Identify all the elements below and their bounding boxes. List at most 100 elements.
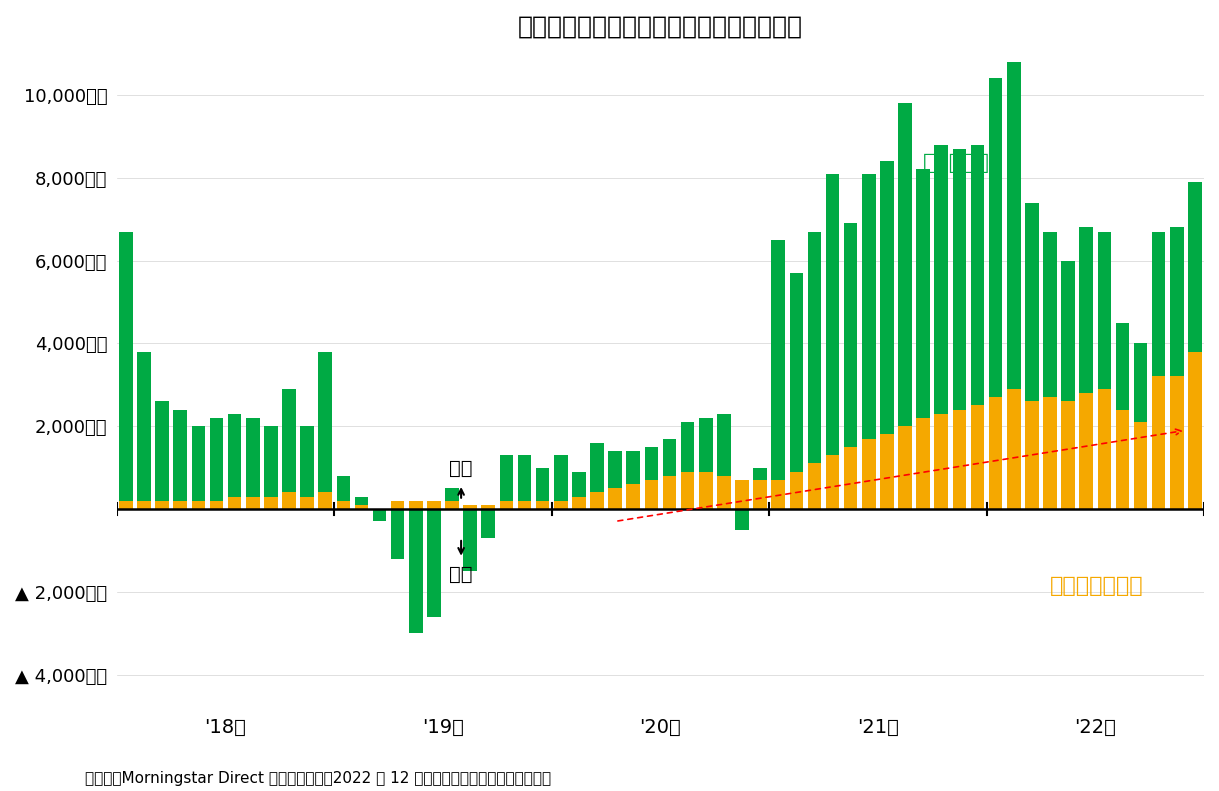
Bar: [119, 232, 133, 501]
Bar: [627, 484, 640, 509]
Bar: [1134, 343, 1147, 422]
Bar: [1189, 352, 1202, 509]
Bar: [300, 426, 315, 497]
Bar: [482, 505, 495, 509]
Bar: [898, 103, 912, 426]
Bar: [645, 480, 658, 509]
Bar: [717, 414, 730, 476]
Bar: [590, 493, 603, 509]
Bar: [373, 509, 386, 521]
Bar: [917, 418, 930, 509]
Bar: [590, 443, 603, 493]
Bar: [680, 471, 695, 509]
Bar: [862, 173, 875, 438]
Bar: [1080, 393, 1093, 509]
Bar: [173, 501, 187, 509]
Bar: [753, 467, 767, 480]
Bar: [191, 426, 205, 501]
Bar: [1189, 182, 1202, 352]
Bar: [572, 497, 585, 509]
Bar: [173, 410, 187, 501]
Bar: [482, 509, 495, 538]
Bar: [553, 455, 568, 501]
Bar: [970, 406, 984, 509]
Bar: [427, 501, 441, 509]
Bar: [1080, 227, 1093, 393]
Bar: [265, 426, 278, 497]
Bar: [1007, 389, 1020, 509]
Bar: [191, 501, 205, 509]
Bar: [1043, 232, 1057, 397]
Bar: [1062, 401, 1075, 509]
Bar: [935, 414, 948, 509]
Bar: [989, 397, 1002, 509]
Bar: [698, 418, 713, 471]
Bar: [336, 476, 350, 501]
Bar: [772, 480, 785, 509]
Bar: [1152, 377, 1165, 509]
Bar: [862, 438, 875, 509]
Bar: [952, 149, 967, 410]
Bar: [282, 389, 296, 493]
Bar: [880, 434, 894, 509]
Bar: [753, 480, 767, 509]
Bar: [246, 497, 260, 509]
Bar: [1170, 377, 1184, 509]
Bar: [608, 488, 622, 509]
Bar: [844, 223, 857, 447]
Bar: [210, 418, 223, 501]
Bar: [427, 509, 441, 617]
Bar: [300, 497, 315, 509]
Bar: [1007, 0, 1020, 389]
Bar: [265, 497, 278, 509]
Bar: [952, 410, 967, 509]
Bar: [500, 455, 513, 501]
Bar: [808, 232, 822, 464]
Bar: [282, 493, 296, 509]
Bar: [627, 451, 640, 484]
Bar: [790, 273, 803, 471]
Bar: [1134, 422, 1147, 509]
Bar: [1097, 389, 1112, 509]
Bar: [391, 509, 405, 558]
Bar: [844, 447, 857, 509]
Bar: [553, 501, 568, 509]
Bar: [228, 414, 241, 497]
Bar: [1062, 260, 1075, 401]
Bar: [608, 451, 622, 488]
Bar: [138, 352, 151, 501]
Bar: [445, 488, 458, 501]
Bar: [1025, 401, 1039, 509]
Bar: [500, 501, 513, 509]
Bar: [318, 352, 332, 493]
Bar: [825, 455, 840, 509]
Text: アクティブ型: アクティブ型: [923, 153, 1003, 173]
Bar: [717, 476, 730, 509]
Bar: [410, 509, 423, 633]
Bar: [155, 401, 169, 501]
Bar: [645, 447, 658, 480]
Bar: [1097, 232, 1112, 389]
Bar: [155, 501, 169, 509]
Bar: [518, 501, 531, 509]
Bar: [970, 145, 984, 406]
Bar: [898, 426, 912, 509]
Bar: [536, 501, 550, 509]
Bar: [1152, 232, 1165, 377]
Bar: [572, 471, 585, 497]
Bar: [410, 501, 423, 509]
Title: 図表２：外国株式投信の資金流出入の推移: 図表２：外国株式投信の資金流出入の推移: [518, 15, 803, 39]
Bar: [445, 501, 458, 509]
Bar: [210, 501, 223, 509]
Text: インデックス型: インデックス型: [1050, 576, 1143, 596]
Bar: [935, 145, 948, 414]
Text: （資料）Morningstar Direct より筆者作成。2022 年 12 月は推計値、他はすべて実績値。: （資料）Morningstar Direct より筆者作成。2022 年 12 …: [85, 771, 551, 786]
Bar: [790, 471, 803, 509]
Bar: [808, 464, 822, 509]
Bar: [663, 438, 677, 476]
Bar: [917, 169, 930, 418]
Bar: [119, 501, 133, 509]
Bar: [463, 509, 477, 571]
Bar: [318, 493, 332, 509]
Bar: [228, 497, 241, 509]
